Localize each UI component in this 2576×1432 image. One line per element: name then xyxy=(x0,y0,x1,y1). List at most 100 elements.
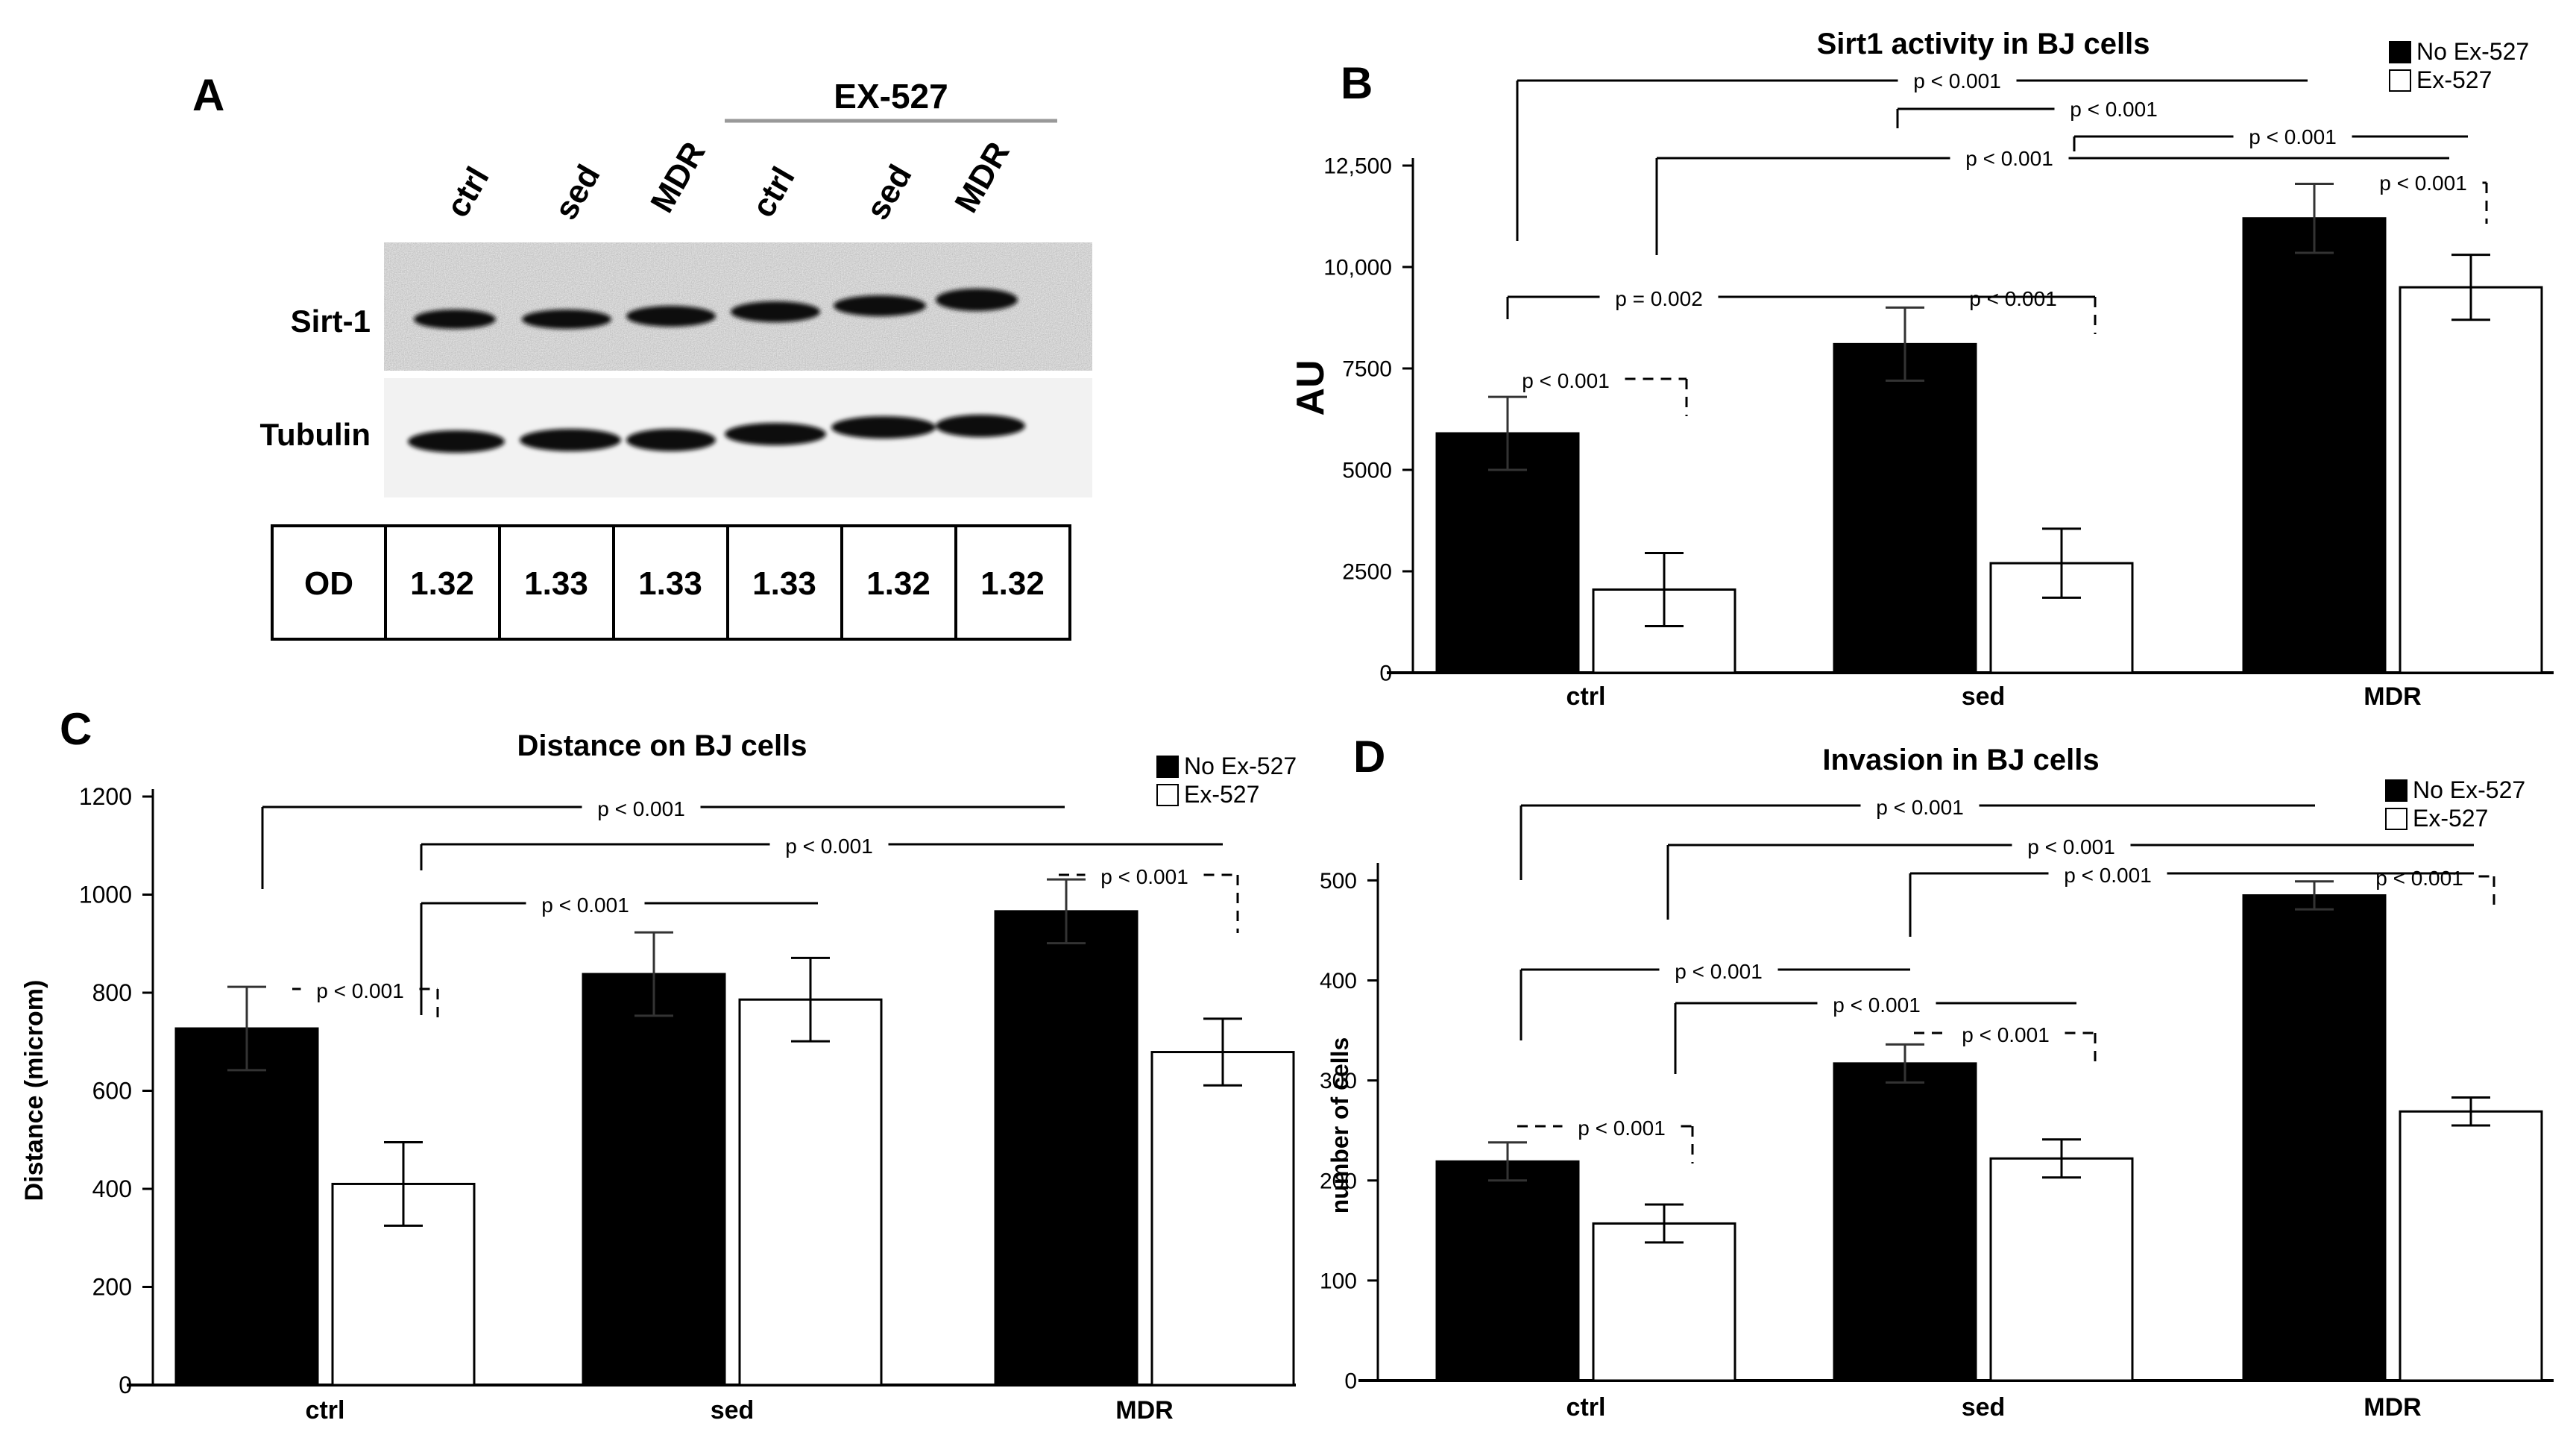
od-table: OD 1.32 1.33 1.33 1.33 1.32 1.32 xyxy=(271,524,1071,641)
legend-label: No Ex-527 xyxy=(2416,38,2529,65)
lane-label: MDR xyxy=(948,136,1017,219)
panel-a-letter: A xyxy=(192,70,224,120)
panel-letter: D xyxy=(1353,732,1385,782)
chart-title: Sirt1 activity in BJ cells xyxy=(1817,28,2150,60)
y-axis-label: number of cells xyxy=(1326,1037,1353,1214)
y-tick-label: 200 xyxy=(1320,1169,1357,1193)
panel-a-western-blot: A EX-527 ctrl sed MDR ctrl sed MDR Sirt-… xyxy=(192,70,1092,641)
y-tick-label: 200 xyxy=(92,1274,132,1301)
y-axis-label: Distance (microm) xyxy=(20,980,48,1202)
significance-label: p < 0.001 xyxy=(597,797,685,820)
blot-band xyxy=(831,416,936,439)
blot-band xyxy=(626,429,716,451)
y-tick-label: 500 xyxy=(1320,869,1357,894)
significance-label: p < 0.001 xyxy=(2064,864,2152,887)
significance-label: p < 0.001 xyxy=(2027,835,2115,858)
bar xyxy=(738,998,883,1387)
blot-band xyxy=(725,423,826,445)
panel-d-invasion-chart: D Invasion in BJ cells number of cells 0 100… xyxy=(1320,732,2554,1422)
bar xyxy=(1833,342,1977,674)
ex527-label: EX-527 xyxy=(834,77,948,116)
x-category-label: MDR xyxy=(2364,682,2421,711)
x-category-label: sed xyxy=(711,1396,755,1425)
y-tick-label: 10,000 xyxy=(1323,256,1392,280)
legend-swatch xyxy=(2385,779,2407,802)
y-tick-label: 0 xyxy=(1379,662,1392,686)
bar xyxy=(2242,894,2387,1382)
od-value: 1.32 xyxy=(866,565,930,602)
row-label-sirt1: Sirt-1 xyxy=(291,304,371,339)
significance-label: p < 0.001 xyxy=(2249,125,2337,148)
legend-label: No Ex-527 xyxy=(2413,776,2525,803)
blot-band xyxy=(414,310,496,329)
y-tick-label: 0 xyxy=(1344,1369,1357,1394)
y-tick-label: 400 xyxy=(1320,969,1357,993)
x-category-label: ctrl xyxy=(306,1396,345,1425)
significance-label: p < 0.001 xyxy=(1962,1023,2050,1046)
row-label-tubulin: Tubulin xyxy=(260,417,371,452)
od-label: OD xyxy=(304,565,353,602)
y-tick-label: 300 xyxy=(1320,1069,1357,1093)
sirt1-bands xyxy=(414,289,1018,329)
x-category-label: ctrl xyxy=(1566,1393,1606,1422)
significance-label: p < 0.001 xyxy=(1522,369,1610,392)
significance-label: p < 0.001 xyxy=(1969,287,2057,310)
significance-label: p < 0.001 xyxy=(2375,867,2463,890)
panel-letter: C xyxy=(60,704,92,754)
y-tick-label: 12,500 xyxy=(1323,154,1392,179)
bar xyxy=(582,973,726,1387)
chart-title: Invasion in BJ cells xyxy=(1822,744,2099,776)
x-category-label: MDR xyxy=(2364,1393,2421,1422)
lane-label: MDR xyxy=(643,136,713,219)
y-axis-label: AU xyxy=(1289,359,1332,415)
significance-label: p < 0.001 xyxy=(1965,147,2053,170)
blot-band xyxy=(520,429,621,451)
bar xyxy=(1989,1157,2134,1382)
y-tick-label: 1200 xyxy=(79,783,132,810)
y-tick-label: 7500 xyxy=(1342,357,1392,382)
od-value: 1.32 xyxy=(980,565,1045,602)
panel-letter: B xyxy=(1341,58,1373,108)
significance-label: p < 0.001 xyxy=(316,979,404,1002)
bar xyxy=(1592,1222,1736,1382)
chart-title: Distance on BJ cells xyxy=(517,729,807,762)
bar xyxy=(174,1027,319,1387)
od-value: 1.33 xyxy=(752,565,816,602)
blot-band xyxy=(834,295,926,316)
od-value: 1.33 xyxy=(638,565,702,602)
od-value: 1.32 xyxy=(410,565,474,602)
y-tick-label: 2500 xyxy=(1342,560,1392,585)
lane-label: sed xyxy=(859,159,919,226)
y-tick-label: 0 xyxy=(119,1372,132,1398)
significance-label: p < 0.001 xyxy=(1833,993,1921,1017)
legend-label: Ex-527 xyxy=(2416,66,2492,93)
bar xyxy=(2242,217,2387,674)
blot-band xyxy=(936,289,1018,311)
legend-label: Ex-527 xyxy=(2413,805,2488,832)
x-category-label: ctrl xyxy=(1566,682,1606,711)
panel-b-sirt1-activity-chart: B Sirt1 activity in BJ cells AU 0 2500 5000 75… xyxy=(1289,28,2554,711)
y-tick-label: 100 xyxy=(1320,1269,1357,1293)
lane-label: sed xyxy=(547,159,607,226)
legend-swatch xyxy=(1156,756,1179,778)
significance-label: p < 0.001 xyxy=(2070,98,2158,121)
significance-label: p < 0.001 xyxy=(1100,865,1188,888)
bar xyxy=(994,910,1139,1387)
bar xyxy=(1435,1160,1580,1382)
blot-band xyxy=(522,310,611,329)
significance-label: p = 0.002 xyxy=(1615,287,1703,310)
x-category-label: MDR xyxy=(1115,1396,1173,1425)
significance-label: p < 0.001 xyxy=(1578,1117,1666,1140)
lane-label: ctrl xyxy=(439,161,497,224)
bar xyxy=(2399,1110,2543,1382)
blot-band xyxy=(936,415,1025,437)
blot-band xyxy=(408,430,505,453)
od-value: 1.33 xyxy=(524,565,588,602)
lane-label: ctrl xyxy=(745,161,802,224)
bar xyxy=(2399,286,2543,674)
bar xyxy=(1435,432,1580,674)
significance-label: p < 0.001 xyxy=(785,835,873,858)
legend-swatch xyxy=(2389,41,2411,63)
legend-swatch xyxy=(2389,69,2411,92)
